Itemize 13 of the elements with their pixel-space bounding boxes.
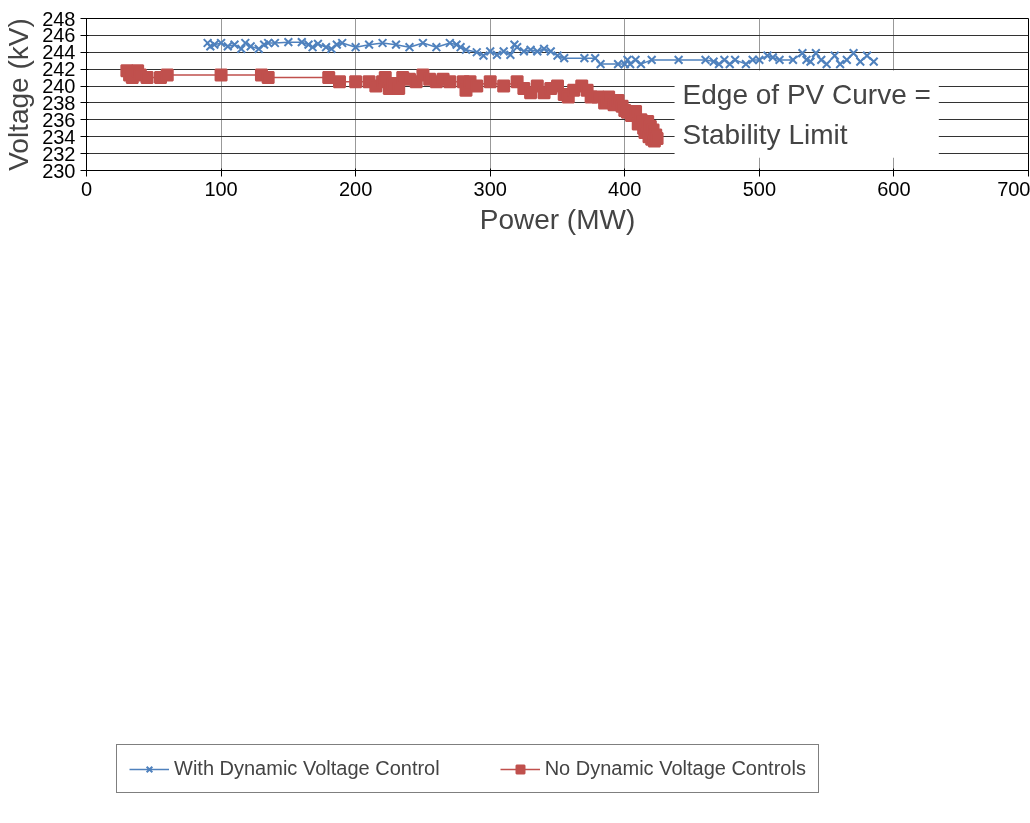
x-tick-label: 0 (80, 177, 93, 200)
legend-label: No Dynamic Voltage Controls (544, 757, 806, 780)
x-tick-label: 200 (338, 177, 373, 200)
x-tick-label: 400 (608, 177, 642, 200)
x-tick-label: 700 (997, 177, 1030, 200)
y-axis-title: Voltage (kV) (3, 18, 35, 171)
legend-label: With Dynamic Voltage Control (174, 757, 440, 780)
x-tick-label: 100 (204, 177, 238, 200)
x-tick-label: 600 (877, 177, 911, 200)
x-tick-label: 300 (473, 177, 507, 200)
x-axis-title: Power (MW) (479, 203, 636, 235)
annotation: Edge of PV Curve = Stability Limit (682, 78, 931, 150)
x-tick-label: 500 (742, 177, 777, 200)
